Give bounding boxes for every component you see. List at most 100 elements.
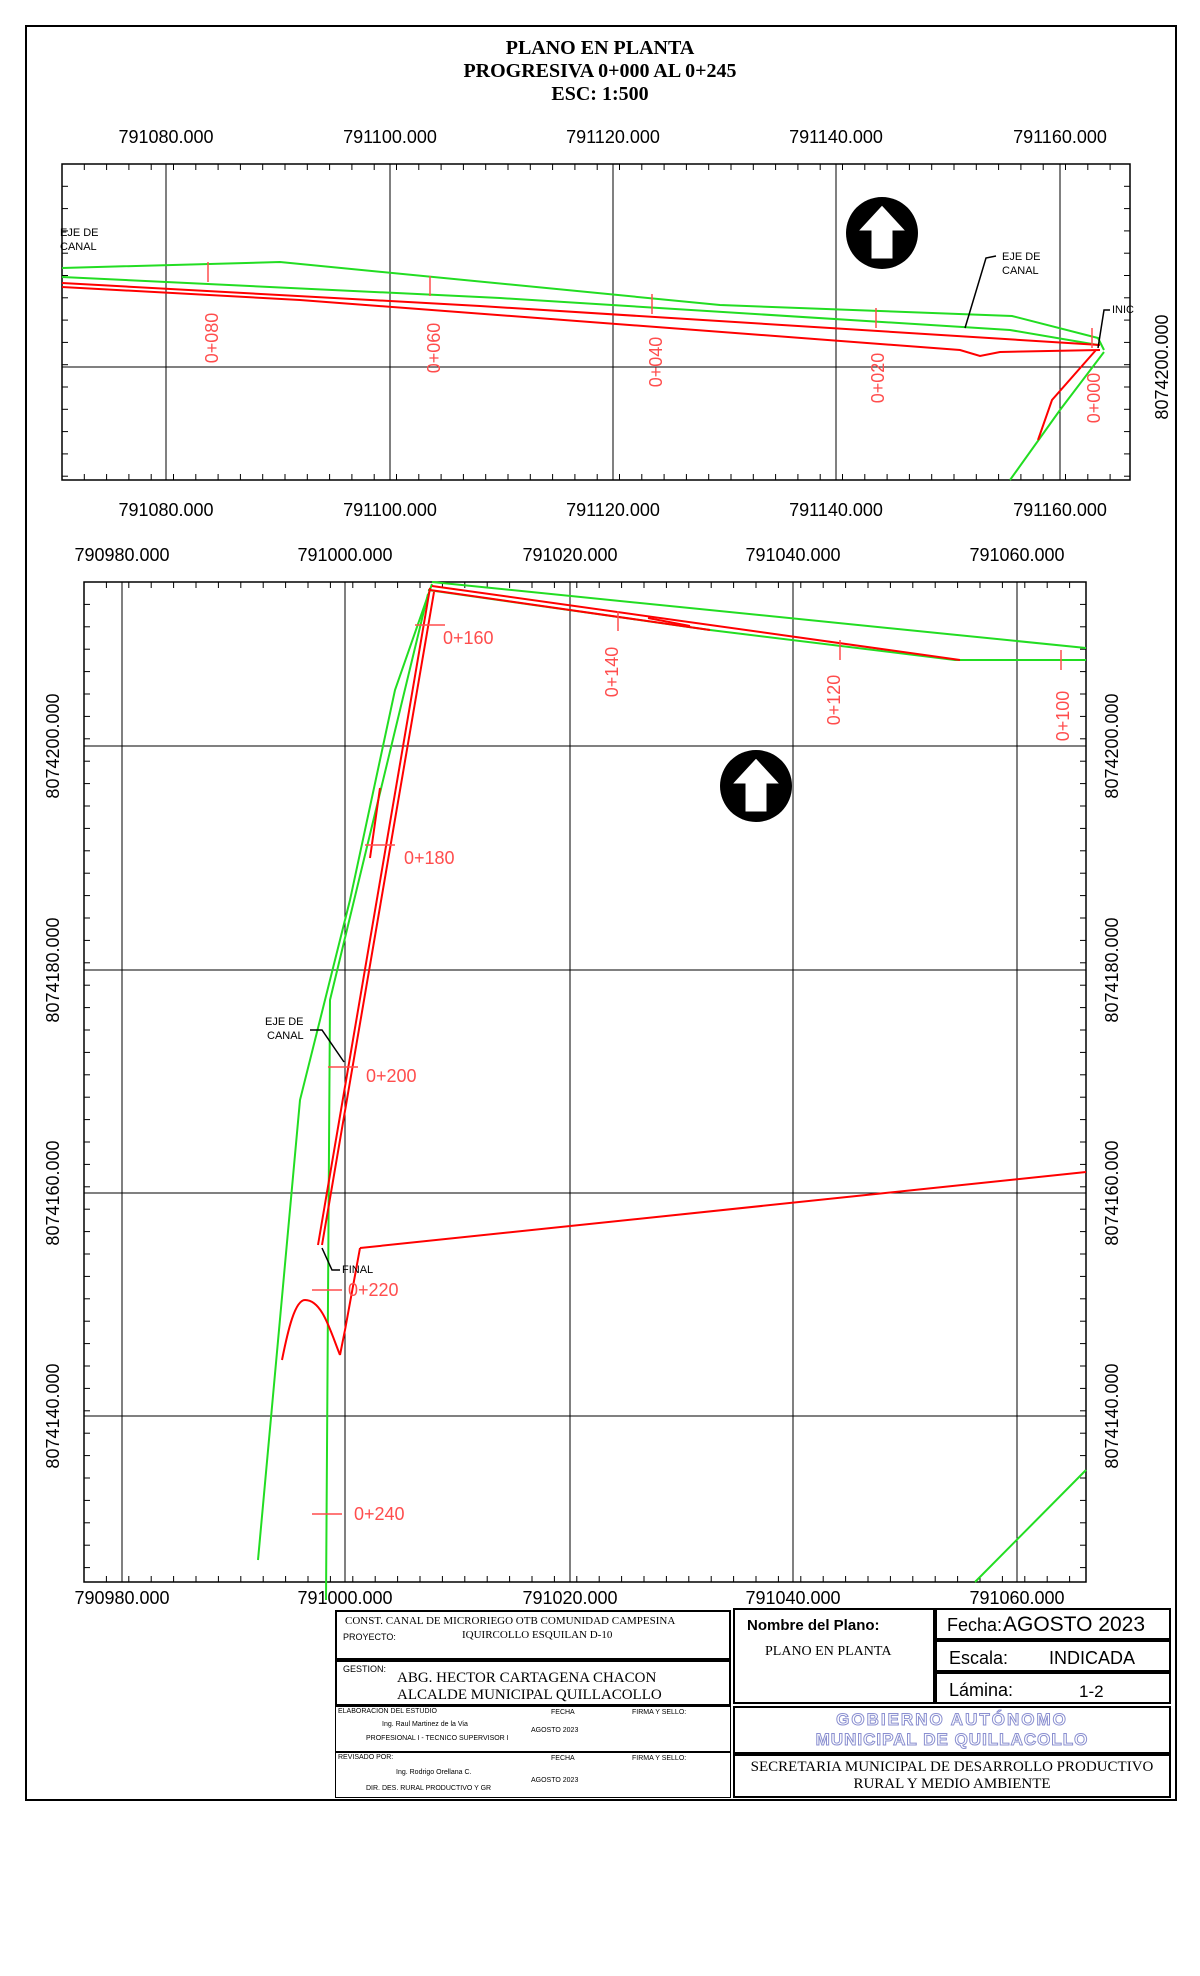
rev-role: DIR. DES. RURAL PRODUCTIVO Y GR xyxy=(366,1785,492,1792)
gestion-label: GESTION: xyxy=(343,1664,387,1674)
north-arrow-icon xyxy=(846,197,918,269)
top-plan-grid xyxy=(62,164,1130,480)
bottom-station-0220: 0+220 xyxy=(348,1280,399,1300)
rev-firma-label: FIRMA Y SELLO: xyxy=(632,1755,687,1762)
fecha-box: Fecha: AGOSTO 2023 xyxy=(935,1608,1171,1640)
escala-box: Escala: INDICADA xyxy=(935,1640,1171,1672)
top-x-label-top-3: 791120.000 xyxy=(566,127,660,147)
bottom-x-label-bottom-3: 791020.000 xyxy=(522,1588,617,1608)
top-x-label-top-5: 791160.000 xyxy=(1013,127,1107,147)
top-x-label-bottom-2: 791100.000 xyxy=(343,500,437,520)
top-eje-leader xyxy=(964,255,997,329)
escala-label: Escala: xyxy=(949,1648,1009,1668)
top-x-label-top-1: 791080.000 xyxy=(118,127,213,147)
gestion-line-2: ALCALDE MUNICIPAL QUILLACOLLO xyxy=(397,1687,662,1703)
bottom-plan-frame xyxy=(83,581,1087,1583)
bottom-y-label-left-2: 8074180.000 xyxy=(43,917,63,1022)
bottom-x-label-bottom-5: 791060.000 xyxy=(969,1588,1064,1608)
bottom-x-label-bottom-1: 790980.000 xyxy=(74,1588,169,1608)
secretaria-box: SECRETARIA MUNICIPAL DE DESARROLLO PRODU… xyxy=(733,1754,1171,1798)
bottom-plan-grid xyxy=(84,582,1086,1582)
elab-name: Ing. Raul Martinez de la Via xyxy=(382,1721,468,1728)
top-x-label-bottom-5: 791160.000 xyxy=(1013,500,1107,520)
bottom-station-0200: 0+200 xyxy=(366,1066,417,1086)
bottom-y-label-right-4: 8074140.000 xyxy=(1102,1363,1122,1468)
fecha-value: AGOSTO 2023 xyxy=(1003,1613,1146,1636)
nombre-label: Nombre del Plano: xyxy=(747,1617,880,1634)
drawing-title: PLANO EN PLANTA PROGRESIVA 0+000 AL 0+24… xyxy=(0,37,1200,106)
gobierno-box: GOBIERNO AUTÓNOMO MUNICIPAL DE QUILLACOL… xyxy=(733,1706,1171,1754)
elab-date: AGOSTO 2023 xyxy=(531,1727,579,1734)
lamina-label: Lámina: xyxy=(949,1680,1014,1700)
top-canal-lines xyxy=(61,282,1101,441)
lamina-value: 1-2 xyxy=(1079,1682,1104,1701)
escala-value: INDICADA xyxy=(1049,1648,1136,1668)
gobierno-line-2: MUNICIPAL DE QUILLACOLLO xyxy=(815,1730,1089,1750)
top-plan: 791080.000 791100.000 791120.000 791140.… xyxy=(60,127,1172,520)
bottom-y-label-left-4: 8074140.000 xyxy=(43,1363,63,1468)
bottom-station-0180: 0+180 xyxy=(404,848,455,868)
bottom-y-label-right-3: 8074160.000 xyxy=(1102,1140,1122,1245)
title-line-1: PLANO EN PLANTA xyxy=(505,37,695,59)
rev-date: AGOSTO 2023 xyxy=(531,1777,579,1784)
top-eje-left-line1: EJE DE xyxy=(60,227,99,239)
bottom-x-label-bottom-4: 791040.000 xyxy=(745,1588,840,1608)
elab-role: PROFESIONAL I - TECNICO SUPERVISOR I xyxy=(366,1735,509,1742)
nombre-value: PLANO EN PLANTA xyxy=(765,1644,892,1659)
top-inicio-label: INIC xyxy=(1112,304,1134,316)
sheet-border xyxy=(25,25,1177,1801)
top-x-label-top-2: 791100.000 xyxy=(343,127,437,147)
secretaria-line-1: SECRETARIA MUNICIPAL DE DESARROLLO PRODU… xyxy=(750,1759,1154,1775)
top-x-label-bottom-3: 791120.000 xyxy=(566,500,660,520)
secretaria-line-2: RURAL Y MEDIO AMBIENTE xyxy=(853,1776,1051,1792)
bottom-eje-leader xyxy=(310,1029,345,1063)
elab-label: ELABORACION DEL ESTUDIO xyxy=(338,1708,437,1715)
top-station-0080: 0+080 xyxy=(202,313,222,364)
lamina-box: Lámina: 1-2 xyxy=(935,1672,1171,1704)
bottom-plan-ticks xyxy=(84,582,1086,1582)
bottom-x-label-bottom-2: 791000.000 xyxy=(297,1588,392,1608)
top-station-marks xyxy=(207,262,1093,348)
bottom-x-label-top-1: 790980.000 xyxy=(74,545,169,565)
rev-fecha-label: FECHA xyxy=(551,1755,575,1762)
bottom-eje-label-line2: CANAL xyxy=(267,1030,304,1042)
bottom-station-0120: 0+120 xyxy=(824,675,844,726)
bottom-station-0160: 0+160 xyxy=(443,628,494,648)
bottom-station-marks xyxy=(312,611,1062,1515)
rev-name: Ing. Rodrigo Orellana C. xyxy=(396,1769,472,1776)
fecha-label: Fecha: xyxy=(947,1615,1003,1635)
project-label: PROYECTO: xyxy=(343,1632,396,1642)
elab-fecha-label: FECHA xyxy=(551,1709,575,1716)
top-eje-left-line2: CANAL xyxy=(60,241,97,253)
top-station-0020: 0+020 xyxy=(868,353,888,404)
elaboracion-box: ELABORACION DEL ESTUDIO FECHA FIRMA Y SE… xyxy=(335,1706,731,1752)
top-x-label-bottom-1: 791080.000 xyxy=(118,500,213,520)
bottom-y-label-right-1: 8074200.000 xyxy=(1102,693,1122,798)
title-line-3: ESC: 1:500 xyxy=(551,83,649,105)
bottom-y-label-right-2: 8074180.000 xyxy=(1102,917,1122,1022)
project-text-1: CONST. CANAL DE MICRORIEGO OTB COMUNIDAD… xyxy=(345,1615,676,1627)
top-plan-ticks xyxy=(62,164,1130,480)
project-box: CONST. CANAL DE MICRORIEGO OTB COMUNIDAD… xyxy=(335,1610,731,1660)
bottom-station-0100: 0+100 xyxy=(1053,691,1073,742)
bottom-terrain-lines xyxy=(257,581,1087,1601)
rev-label: REVISADO POR: xyxy=(338,1754,394,1761)
top-station-0000: 0+000 xyxy=(1084,373,1104,424)
top-x-label-top-4: 791140.000 xyxy=(789,127,883,147)
bottom-x-label-top-4: 791040.000 xyxy=(745,545,840,565)
gestion-box: GESTION: ABG. HECTOR CARTAGENA CHACON AL… xyxy=(335,1660,731,1706)
north-arrow-icon-bottom xyxy=(720,750,792,822)
top-y-label-right: 8074200.000 xyxy=(1152,314,1172,419)
top-x-label-bottom-4: 791140.000 xyxy=(789,500,883,520)
top-eje-label-line1: EJE DE xyxy=(1002,251,1041,263)
bottom-x-label-top-3: 791020.000 xyxy=(522,545,617,565)
elab-firma-label: FIRMA Y SELLO: xyxy=(632,1709,687,1716)
bottom-station-0240: 0+240 xyxy=(354,1504,405,1524)
revisado-box: REVISADO POR: FECHA FIRMA Y SELLO: Ing. … xyxy=(335,1752,731,1798)
bottom-y-label-left-1: 8074200.000 xyxy=(43,693,63,798)
bottom-x-label-top-2: 791000.000 xyxy=(297,545,392,565)
title-line-2: PROGRESIVA 0+000 AL 0+245 xyxy=(463,60,737,82)
top-eje-label-line2: CANAL xyxy=(1002,265,1039,277)
project-text-2: IQUIRCOLLO ESQUILAN D-10 xyxy=(462,1629,613,1641)
bottom-x-label-top-5: 791060.000 xyxy=(969,545,1064,565)
